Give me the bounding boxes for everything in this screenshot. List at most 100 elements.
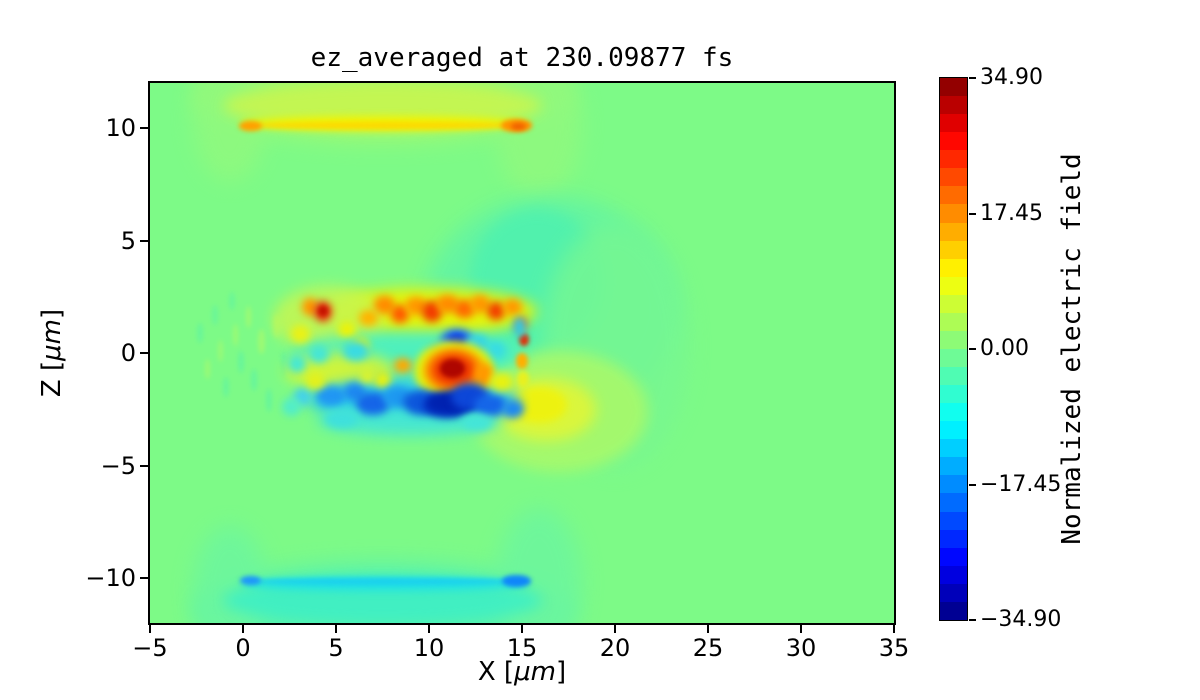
x-tick (335, 625, 337, 633)
field-feature-ripple (229, 292, 235, 311)
x-tick (707, 625, 709, 633)
colorbar-tick (969, 483, 976, 486)
field-feature-ridge-spot (390, 304, 410, 323)
field-feature-ridge-spot (486, 302, 506, 321)
colorbar-tick (969, 212, 976, 215)
y-axis-unit: μm (37, 319, 67, 361)
colorbar-tick-label: 0.00 (980, 336, 1029, 361)
colorbar-band (940, 403, 967, 422)
field-feature-yellow-patch (337, 321, 357, 338)
colorbar-band (940, 78, 967, 97)
y-axis-label-text: Z [ (37, 360, 67, 398)
field-feature-yellow-patch (306, 373, 325, 389)
field-feature-ripple (250, 368, 258, 392)
field-feature-cyan-patch (462, 414, 493, 431)
y-tick-label: 5 (120, 226, 136, 255)
field-feature-top-bar-cap-right-core (510, 122, 526, 130)
x-axis-label-text: X [ (477, 657, 515, 687)
field-feature-blueband-spot (473, 393, 508, 416)
x-tick (893, 625, 895, 633)
field-feature-top-bar-core (244, 121, 524, 129)
colorbar-tick (969, 348, 976, 350)
colorbar-tick-label: 34.90 (980, 65, 1043, 90)
field-feature-ripple (204, 358, 211, 379)
colorbar-band (940, 385, 967, 404)
x-tick (242, 625, 244, 633)
field-feature-ripple (265, 389, 273, 412)
field-feature-blueband-spot (501, 400, 524, 419)
field-feature-ridge-spot (503, 299, 522, 315)
colorbar-band (940, 330, 967, 349)
colorbar-band (940, 529, 967, 548)
colorbar-band (940, 168, 967, 187)
field-feature-ripple (245, 305, 252, 329)
field-feature-ridge-spot (469, 294, 491, 313)
colorbar-band (940, 601, 967, 620)
colorbar-tick-label: 17.45 (980, 200, 1043, 226)
field-feature-ridge-spot (374, 295, 395, 314)
field-feature-cyan-patch (309, 345, 330, 364)
colorbar-band (940, 583, 967, 602)
field-feature-ripple (258, 329, 265, 355)
colorbar-band (940, 114, 967, 133)
colorbar-band (940, 511, 967, 530)
colorbar-label: Normalized electric field (1057, 153, 1087, 545)
field-feature-ripple (238, 350, 244, 374)
colorbar-tick-label: −34.90 (980, 607, 1062, 632)
colorbar-band (940, 421, 967, 440)
field-feature-cyan-patch (282, 398, 301, 416)
colorbar-band (940, 222, 967, 241)
field-feature-ridge-spot-red-core (318, 306, 328, 317)
field-feature-ripple (223, 376, 230, 397)
field-feature-bottom-bar-cap-right (501, 574, 532, 587)
colorbar-band (940, 493, 967, 512)
field-feature-ridge-spot (454, 300, 475, 319)
colorbar-band (940, 367, 967, 386)
field-feature-bottom-bar-core (246, 578, 522, 585)
field-feature-cyan-patch (342, 340, 369, 361)
colorbar-tick-label: −17.45 (980, 471, 1062, 497)
x-tick (800, 625, 802, 633)
field-feature-bottom-bar-cap-left (240, 576, 261, 586)
field-feature-edge-red-dot (518, 332, 530, 347)
y-tick (140, 127, 148, 129)
y-tick (140, 577, 148, 579)
x-axis-label: X [μm] (150, 656, 894, 688)
colorbar-band (940, 240, 967, 259)
plot-title: ez_averaged at 230.09877 fs (310, 43, 734, 73)
colorbar-band (940, 565, 967, 584)
field-feature-edge-orange-dot (516, 353, 528, 369)
x-tick (614, 625, 616, 633)
field-feature-blueband-spot (316, 385, 347, 406)
field-feature-ripple (232, 323, 239, 347)
field-feature-orange-patch (474, 363, 494, 386)
colorbar-band (940, 204, 967, 223)
colorbar-band (940, 258, 967, 277)
colorbar-band (940, 96, 967, 115)
field-feature-cyan-patch (287, 355, 307, 374)
x-tick (521, 625, 523, 633)
colorbar-tick (969, 77, 976, 79)
field-feature-ripple (217, 339, 224, 362)
field-feature-ridge-spot (436, 294, 459, 313)
y-axis-label-close: ] (37, 308, 67, 320)
field-feature-ripple (212, 304, 218, 325)
y-tick-label: 0 (120, 339, 136, 367)
colorbar-band (940, 312, 967, 331)
colorbar-band (940, 276, 967, 295)
y-axis-label: Z [μm] (37, 309, 67, 397)
x-tick (149, 625, 151, 633)
y-tick (140, 464, 148, 467)
field-feature-ripple (197, 322, 203, 343)
field-feature-yellow-patch (374, 372, 391, 388)
field-feature-blueband-spot (356, 392, 390, 415)
colorbar-band (940, 475, 967, 494)
field-feature-yellow-patch (360, 369, 376, 384)
colorbar-band (940, 547, 967, 566)
y-tick (140, 239, 148, 242)
field-feature-ripple (280, 351, 288, 377)
colorbar-band (940, 150, 967, 169)
field-feature-orange-patch (393, 357, 413, 374)
colorbar-band (940, 457, 967, 476)
